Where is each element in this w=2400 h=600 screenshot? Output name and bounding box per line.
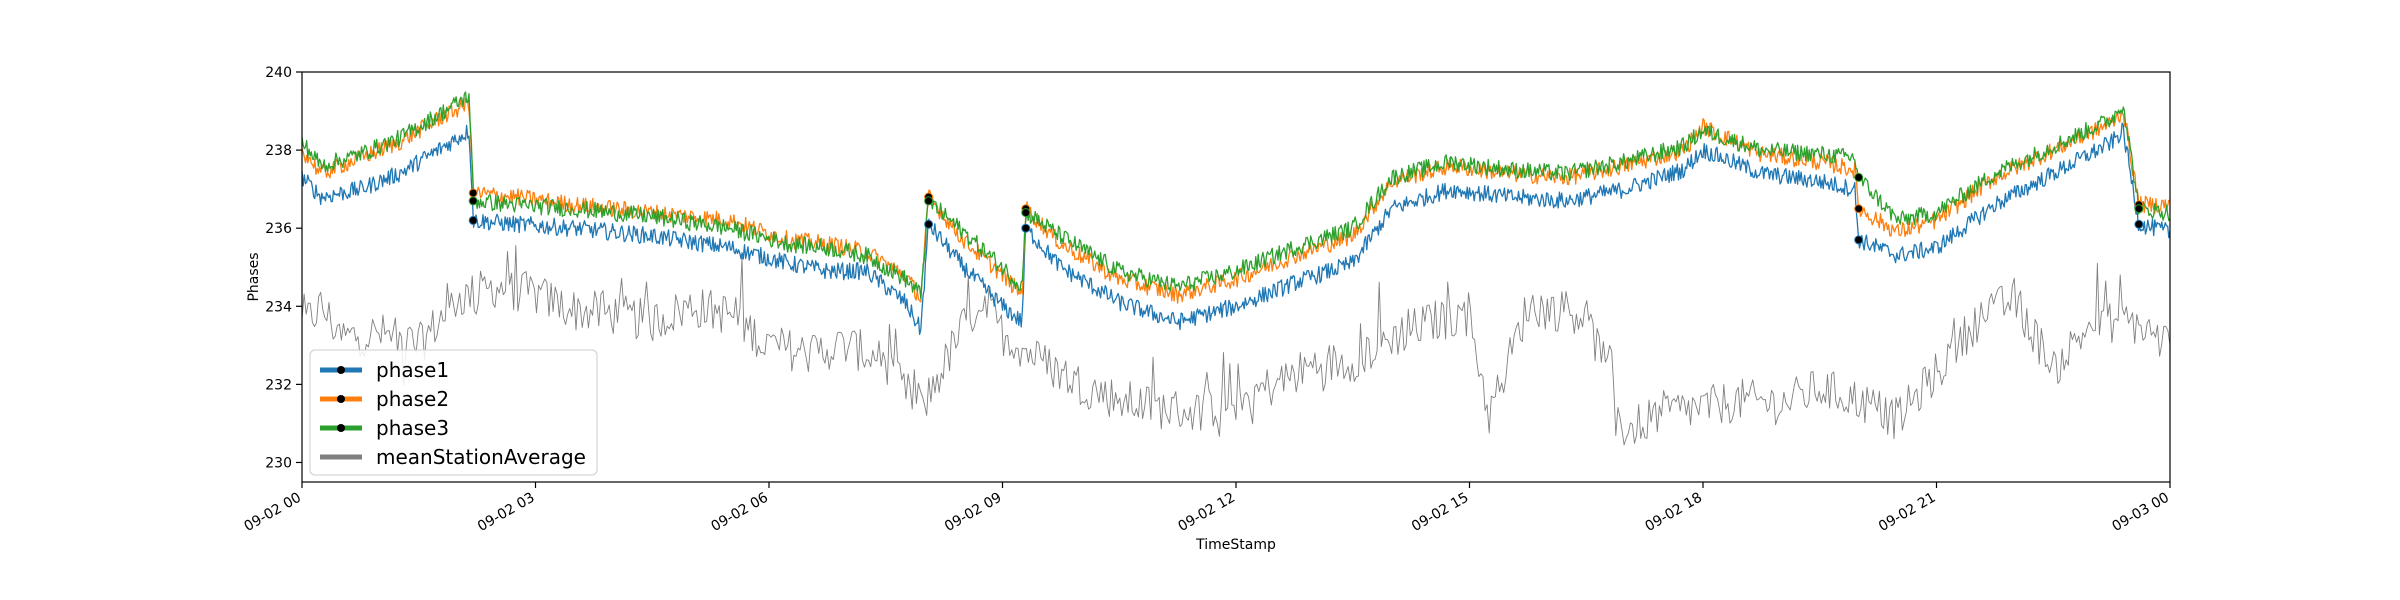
jump-marker-phase1 [468, 215, 478, 225]
y-tick-label: 230 [265, 455, 292, 471]
legend-label-phase2: phase2 [376, 387, 449, 411]
legend: phase1 phase2 phase3 meanStationAverage [309, 349, 598, 476]
y-tick-label: 240 [265, 65, 292, 81]
jump-marker-phase1 [2134, 219, 2144, 229]
y-tick-label: 238 [265, 143, 292, 159]
jump-marker-phase3 [1854, 172, 1864, 182]
x-axis-label: TimeStamp [1195, 537, 1276, 553]
jump-marker-phase2 [468, 188, 478, 198]
legend-label-phase3: phase3 [376, 416, 449, 440]
jump-marker-phase3 [924, 196, 934, 206]
plot-area [301, 91, 2171, 446]
jump-marker-phase3 [2134, 204, 2144, 214]
jump-marker-phase1 [1854, 235, 1864, 245]
legend-label-phase1: phase1 [376, 358, 449, 382]
jump-marker-phase3 [468, 196, 478, 206]
y-axis-label: Phases [246, 252, 262, 301]
legend-box [309, 349, 598, 476]
jump-marker-phase1 [1021, 223, 1031, 233]
legend-marker-icon [337, 395, 345, 403]
jump-marker-phase1 [924, 219, 934, 229]
jump-marker-phase2 [1854, 204, 1864, 214]
y-tick-label: 236 [265, 221, 292, 237]
legend-label-meanStationAverage: meanStationAverage [376, 445, 586, 469]
y-tick-label: 232 [265, 377, 292, 393]
y-tick-label: 234 [265, 299, 292, 315]
series-line-meanStationAverage [301, 245, 2171, 446]
legend-marker-icon [337, 366, 345, 374]
y-axis: 230 232 234 236 238 240 [265, 65, 302, 471]
jump-marker-phase3 [1021, 208, 1031, 218]
legend-marker-icon [337, 424, 345, 432]
